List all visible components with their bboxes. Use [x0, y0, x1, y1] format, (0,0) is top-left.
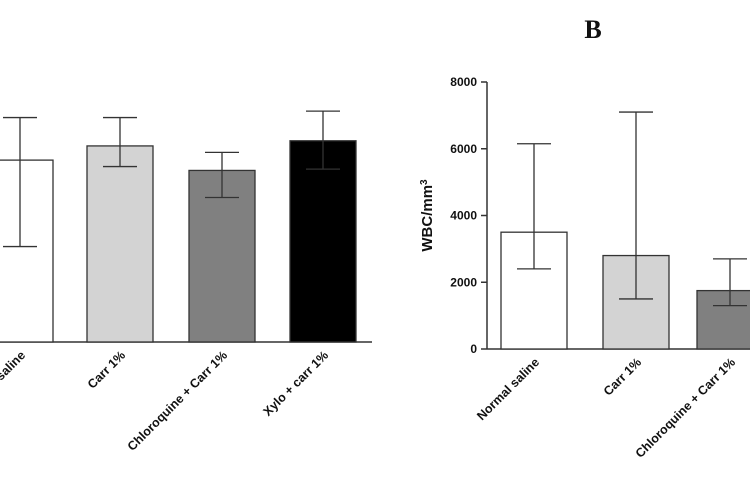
- chart-panel-b: B 0 2000 4000 6000 8000 WBC/mm3 Normal saline C…: [419, 15, 750, 461]
- y-tick-label: 4000: [450, 209, 477, 223]
- y-axis-title: WBC/mm3: [419, 179, 437, 252]
- bar: [86, 145, 154, 343]
- y-tick-label: 0: [470, 342, 477, 356]
- y-tick-label: 6000: [450, 142, 477, 156]
- y-axis-title-superscript: 3: [419, 179, 430, 185]
- category-label: Chloroquine + Carr 1%: [633, 355, 738, 460]
- bar: [289, 140, 357, 343]
- category-label: Normal saline: [474, 355, 542, 423]
- category-label: Xylo + carr 1%: [261, 348, 332, 419]
- y-tick-label: 8000: [450, 75, 477, 89]
- bar: [188, 169, 256, 343]
- bar: [696, 289, 750, 350]
- category-label: Chloroquine + Carr 1%: [125, 348, 230, 453]
- y-tick-label: 2000: [450, 275, 477, 289]
- category-label: Carr 1%: [601, 355, 644, 398]
- chart-panel-a: Normal saline Carr 1%Chloroquine + Carr 1…: [0, 110, 372, 454]
- category-label: Carr 1%: [85, 348, 128, 391]
- category-label: Normal saline: [0, 348, 28, 416]
- panel-letter-b: B: [584, 15, 601, 44]
- bar: [0, 159, 54, 343]
